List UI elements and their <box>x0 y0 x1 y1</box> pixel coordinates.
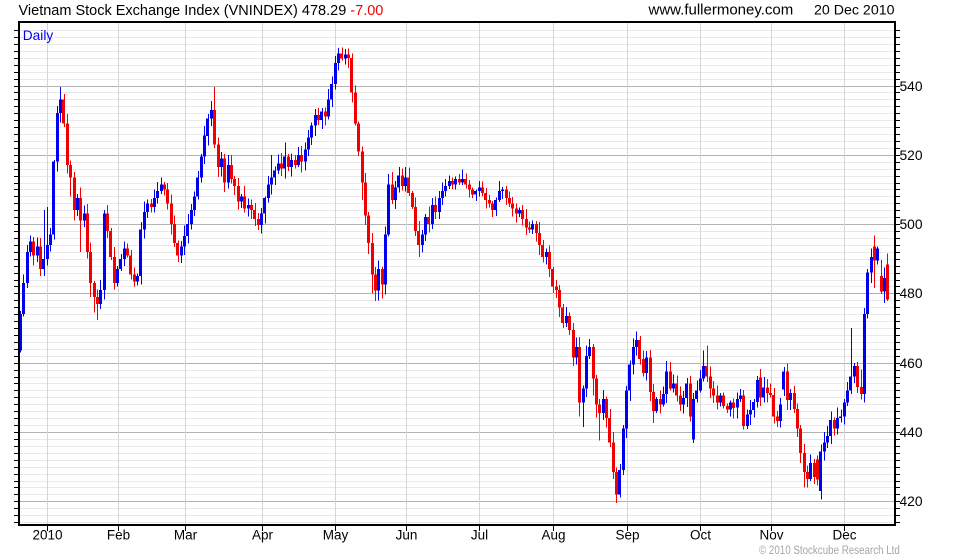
svg-text:520: 520 <box>900 148 923 163</box>
svg-text:Jul: Jul <box>471 528 488 543</box>
svg-text:420: 420 <box>900 494 923 509</box>
svg-text:20 Dec 2010: 20 Dec 2010 <box>814 3 895 19</box>
svg-text:Feb: Feb <box>107 528 130 543</box>
svg-text:480: 480 <box>900 286 923 301</box>
svg-text:Dec: Dec <box>832 528 856 543</box>
svg-text:500: 500 <box>900 217 923 232</box>
svg-text:Mar: Mar <box>174 528 198 543</box>
svg-text:Daily: Daily <box>23 28 54 43</box>
svg-text:2010: 2010 <box>32 528 62 543</box>
svg-text:www.fullermoney.com: www.fullermoney.com <box>648 1 794 18</box>
svg-text:Vietnam Stock Exchange Index (: Vietnam Stock Exchange Index (VNINDEX) 4… <box>19 3 384 19</box>
svg-text:440: 440 <box>900 425 923 440</box>
svg-text:Oct: Oct <box>690 528 711 543</box>
svg-text:Sep: Sep <box>615 528 639 543</box>
svg-text:Nov: Nov <box>759 528 783 543</box>
svg-text:Jun: Jun <box>396 528 418 543</box>
svg-text:May: May <box>323 528 349 543</box>
svg-text:540: 540 <box>900 79 923 94</box>
svg-text:Apr: Apr <box>252 528 274 543</box>
svg-text:460: 460 <box>900 356 923 371</box>
svg-text:© 2010 Stockcube Research Ltd: © 2010 Stockcube Research Ltd <box>759 544 900 557</box>
svg-text:Aug: Aug <box>541 528 565 543</box>
